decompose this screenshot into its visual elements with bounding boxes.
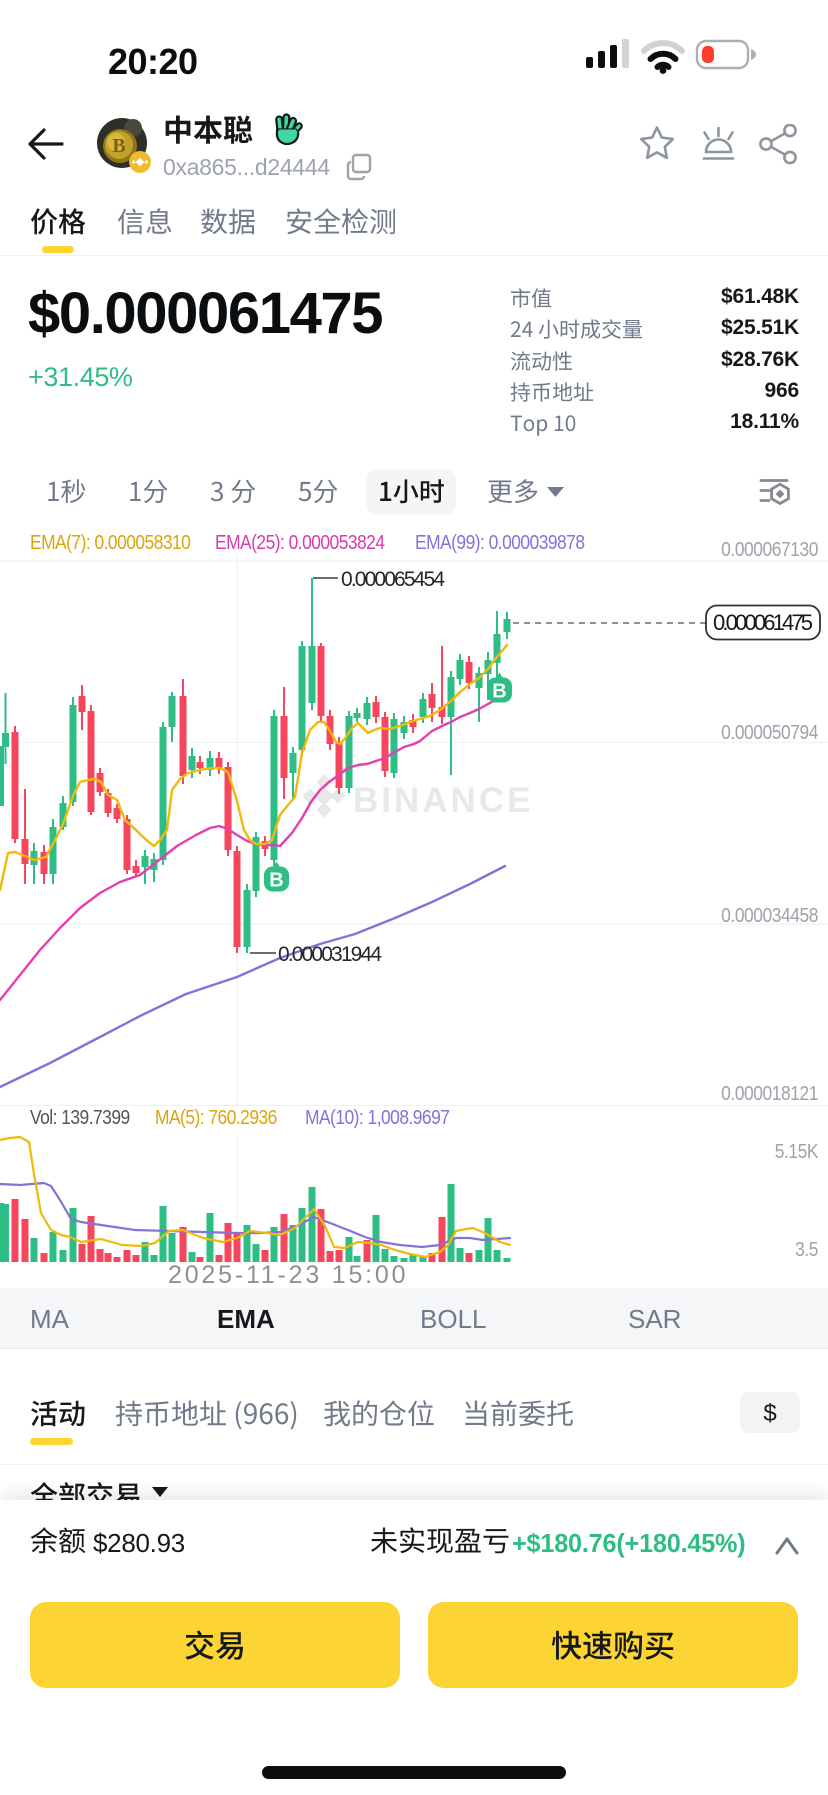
svg-text:$: $ <box>763 1400 776 1427</box>
svg-text:BINANCE: BINANCE <box>353 781 533 820</box>
svg-text:B: B <box>269 870 283 892</box>
svg-text:0.000061475: 0.000061475 <box>713 610 813 635</box>
svg-text:0.000065454: 0.000065454 <box>341 568 445 591</box>
svg-text:B: B <box>112 135 125 157</box>
svg-text:0.000031944: 0.000031944 <box>278 943 382 966</box>
svg-text:B: B <box>492 681 506 703</box>
